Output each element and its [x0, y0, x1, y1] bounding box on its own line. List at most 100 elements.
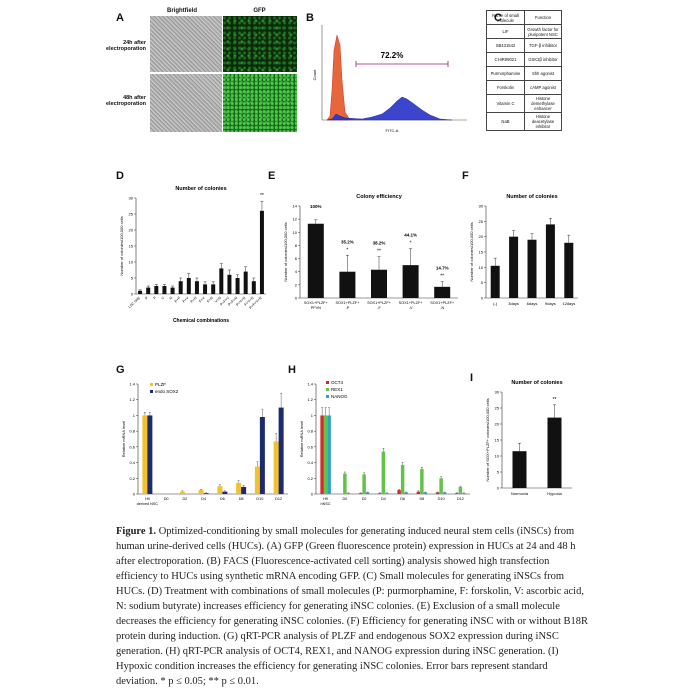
y-tick-label: 10	[479, 265, 484, 270]
bar	[323, 415, 328, 494]
figure-caption: Figure 1. Optimized-conditioning by smal…	[116, 524, 588, 689]
panel-label-e: E	[268, 170, 276, 182]
x-tick-label: V	[161, 295, 166, 300]
bar	[397, 490, 401, 494]
x-tick-label: 9days	[545, 301, 556, 306]
caption-text: Optimized-conditioning by small molecule…	[116, 526, 588, 687]
small-molecule-table: Name of small molecule Function LIF Growth…	[486, 10, 562, 131]
bar	[211, 284, 216, 294]
y-tick-label: 15	[129, 244, 134, 249]
bar	[142, 415, 148, 494]
y-tick-label: 1.4	[129, 382, 135, 387]
y-tick-label: 1	[133, 413, 136, 418]
bar	[203, 284, 208, 294]
bar	[365, 492, 370, 494]
x-tick-label: 3days	[508, 301, 519, 306]
table-row: LIF Growth factor for pluripotent NSC	[486, 24, 562, 39]
y-tick-label: 20	[479, 234, 484, 239]
x-tick-label: H9	[323, 497, 328, 501]
chart-f: 0 5 10 15 20 25 30 Number of colonies/100,000 c…	[469, 194, 578, 306]
legend-label: NANOG	[331, 394, 348, 399]
x-tick-label: SOX1+PLZF+	[335, 301, 360, 305]
y-tick-label: 1.4	[307, 382, 313, 387]
bar	[146, 287, 151, 294]
sig-marker: *	[346, 247, 348, 253]
bar	[402, 265, 419, 298]
bar	[278, 407, 284, 494]
x-tick-label: LSC only	[128, 296, 141, 309]
legend-swatch	[326, 388, 329, 391]
y-tick-label: 5	[481, 280, 484, 285]
y-axis-label: Relative mRNA level	[299, 421, 304, 458]
bar	[362, 474, 366, 494]
x-tick-label: D2	[182, 497, 187, 501]
legend-swatch	[326, 395, 329, 398]
col-label-gfp: GFP	[253, 8, 266, 14]
y-tick-label: 10	[293, 230, 298, 235]
y-tick-label: 0.6	[307, 444, 313, 449]
bar	[222, 491, 228, 494]
chart-title: Number of colonies	[175, 186, 226, 192]
y-tick-label: 25	[129, 212, 134, 217]
bar	[227, 274, 232, 294]
bar	[423, 492, 428, 494]
y-tick-label: 15	[495, 438, 500, 443]
bar	[162, 286, 167, 294]
sig-marker: **	[377, 249, 381, 255]
bar	[236, 483, 242, 494]
x-tick-label: P+N	[190, 296, 198, 304]
data-label: 35.2%	[341, 239, 354, 244]
table-header: Name of small molecule	[486, 10, 525, 25]
y-tick-label: 0	[131, 292, 134, 297]
y-tick-label: 5	[131, 276, 134, 281]
y-axis-label: Relative mRNA level	[121, 421, 126, 458]
x-tick-label: -F	[377, 306, 381, 310]
panel-label-a: A	[116, 12, 124, 24]
x-tick-label: Normoxia	[511, 491, 529, 496]
x-tick-label: F+N	[206, 296, 214, 304]
x-tick-label: N	[169, 296, 174, 301]
y-tick-label: 0	[311, 492, 314, 497]
panel-label-f: F	[462, 170, 469, 182]
x-tick-label: V+N	[214, 296, 222, 304]
bar	[203, 493, 209, 494]
legend-swatch	[150, 383, 153, 386]
x-tick-label: F+V	[198, 295, 206, 303]
x-tick-label: SOX1+PLZF+	[430, 301, 455, 305]
x-tick-label: PFVN	[311, 306, 321, 310]
x-tick-label: P+F+N	[227, 296, 238, 307]
bar	[381, 451, 386, 494]
bar	[194, 281, 199, 294]
y-tick-label: 0.2	[307, 476, 313, 481]
x-tick-label: P+V+N	[235, 296, 246, 307]
data-label: 14.7%	[436, 266, 449, 271]
data-label: 100%	[310, 204, 322, 209]
x-tick-label: P+F+V	[219, 295, 230, 306]
panel-label-b: B	[306, 12, 314, 24]
data-label: 38.2%	[373, 241, 386, 246]
table-row: SB431542 TGF-β inhibitor	[486, 38, 562, 53]
bar	[217, 486, 223, 494]
bar	[490, 265, 500, 298]
y-axis-label: Number of colonies/100,000 cells	[119, 216, 124, 275]
y-tick-label: 12	[293, 217, 298, 222]
row-label-24h: 24h after electroporation	[106, 40, 147, 52]
y-axis-label: Number of colonies/100,000 cells	[283, 222, 288, 281]
bar	[439, 478, 443, 494]
bar	[371, 269, 387, 298]
legend-swatch	[150, 390, 153, 393]
x-tick-label: D6	[400, 497, 405, 501]
y-tick-label: 0	[481, 296, 484, 301]
x-tick-label: D8	[419, 497, 424, 501]
x-axis-label: Chemical combinations	[173, 318, 229, 322]
bar	[564, 242, 574, 298]
x-tick-label: derived NSC	[137, 502, 159, 506]
table-row: Forskolin cAMP agonist	[486, 80, 562, 95]
chart-i: 0 5 10 15 20 25 30 Number of SOX+PLZF+ colonies…	[485, 380, 572, 496]
y-tick-label: 10	[495, 454, 500, 459]
y-tick-label: 30	[495, 390, 500, 395]
bar	[455, 493, 459, 494]
gfp-image-48h	[223, 74, 297, 132]
bar	[154, 286, 159, 294]
y-tick-label: 4	[295, 269, 298, 274]
